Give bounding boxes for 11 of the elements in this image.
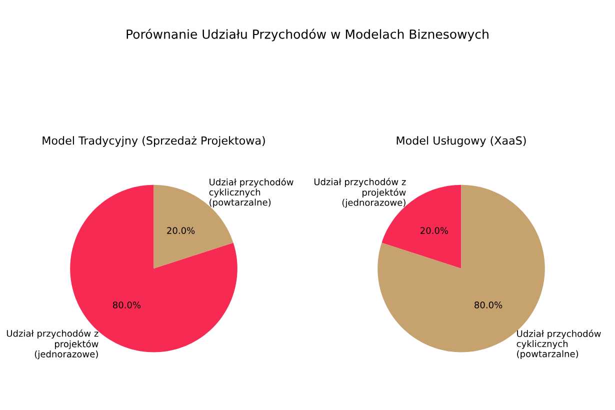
data-label: 20.0%: [167, 227, 195, 234]
chart-title: Model Usługowy (XaaS): [396, 136, 526, 147]
data-label: 80.0%: [112, 302, 141, 308]
slice-label: Udział przychodów z projektów (jednorazowe): [6, 329, 98, 360]
data-label: 80.0%: [474, 302, 502, 308]
slice-label: Udział przychodów z projektów (jednorazowe): [314, 178, 406, 208]
data-label: 20.0%: [420, 227, 448, 234]
slice-label: Udział przychodów cyklicznych (powtarzalne): [516, 330, 601, 359]
slice-label: Udział przychodów cyklicznych (powtarzalne): [209, 178, 294, 208]
chart-title: Model Tradycyjny (Sprzedaż Projektowa): [42, 136, 265, 147]
chart-subtitle: Porównanie Udziału Przychodów w Modelach Biznesowych: [126, 28, 488, 42]
